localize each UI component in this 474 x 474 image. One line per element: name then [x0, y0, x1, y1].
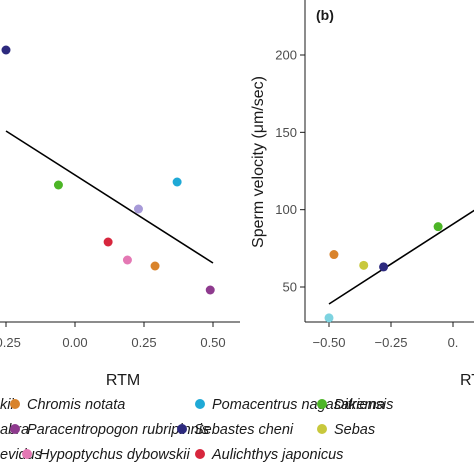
legend-entry: Pomacentrus nagasakiensis — [212, 397, 393, 413]
legend: kii Chromis notata Pomacentrus nagasakiens… — [0, 397, 393, 463]
panel-a-point — [53, 180, 63, 190]
panel-b-y-ticks: 50 100 150 200 — [275, 48, 305, 295]
panel-b-fit-line — [328, 209, 474, 305]
legend-marker — [195, 449, 205, 459]
panel-b-y-axis-title: Sperm velocity (μm/sec) — [250, 76, 267, 248]
panel-a-point — [122, 255, 132, 265]
panel-a-point — [1, 45, 11, 55]
panel-b-tag: (b) — [316, 7, 334, 23]
panel-b-y-tick-label: 150 — [275, 125, 297, 140]
panel-b-points — [324, 222, 443, 323]
panel-a-x-tick-label: 0.00 — [62, 335, 87, 350]
legend-marker — [317, 399, 327, 409]
panel-b-y-tick-label: 200 — [275, 48, 297, 63]
panel-b-point — [359, 260, 369, 270]
panel-a-fit-line — [5, 130, 214, 264]
legend-entry: Sebastes cheni — [194, 422, 294, 438]
legend-entry: kii — [0, 397, 14, 413]
legend-marker — [317, 424, 327, 434]
panel-b-point — [324, 313, 334, 323]
panel-a-points — [1, 45, 215, 295]
panel-a: -0.25 0.00 0.25 0.50 RTM — [0, 45, 240, 389]
legend-entry: Ditrema — [334, 397, 385, 413]
panel-b: −0.50 −0.25 0. 50 100 150 200 (b) Sperm veloc… — [250, 0, 474, 389]
panel-a-point — [133, 204, 143, 214]
panel-a-x-ticks: -0.25 0.00 0.25 0.50 — [0, 322, 226, 350]
panel-b-x-tick-label: 0. — [448, 335, 459, 350]
panel-b-point — [379, 262, 389, 272]
panel-b-y-tick-label: 50 — [283, 280, 297, 295]
legend-entry: Hypoptychus dybowskii — [39, 447, 190, 463]
legend-marker — [22, 449, 32, 459]
legend-entry: Chromis notata — [27, 397, 125, 413]
panel-a-point — [150, 261, 160, 271]
panel-b-x-axis-title: RT — [460, 372, 474, 389]
panel-b-y-tick-label: 100 — [275, 202, 297, 217]
panel-a-point — [205, 285, 215, 295]
panel-b-x-tick-label: −0.25 — [375, 335, 408, 350]
legend-entry: Paracentropogon rubripinnis — [27, 422, 209, 438]
legend-entry: Aulichthys japonicus — [211, 447, 343, 463]
legend-entry: evidus — [0, 447, 42, 463]
panel-a-x-tick-label: 0.25 — [131, 335, 156, 350]
panel-b-x-ticks: −0.50 −0.25 0. — [313, 322, 459, 350]
legend-marker — [177, 424, 187, 434]
panel-b-point — [433, 222, 443, 232]
panel-a-point — [103, 237, 113, 247]
legend-marker — [10, 424, 20, 434]
panel-a-x-axis-title: RTM — [106, 372, 140, 389]
legend-marker — [195, 399, 205, 409]
panel-b-point — [329, 250, 339, 260]
legend-marker — [10, 399, 20, 409]
panel-a-x-tick-label: 0.50 — [200, 335, 225, 350]
legend-entry: Sebas — [334, 422, 375, 438]
panel-a-point — [172, 177, 182, 187]
panel-b-x-tick-label: −0.50 — [313, 335, 346, 350]
panel-a-x-tick-label: -0.25 — [0, 335, 21, 350]
